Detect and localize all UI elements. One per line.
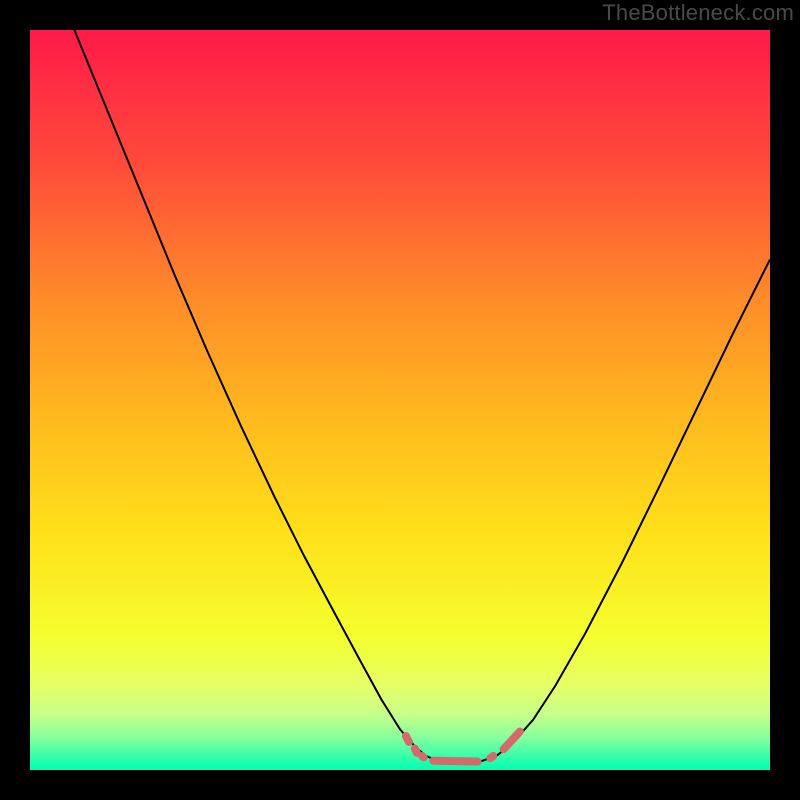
chart-stage: TheBottleneck.com xyxy=(0,0,800,800)
highlight-mark xyxy=(422,756,423,757)
highlight-mark xyxy=(490,756,493,758)
highlight-mark xyxy=(415,749,417,753)
gradient-background xyxy=(30,30,770,770)
bottleneck-curve-chart xyxy=(0,0,800,800)
highlight-mark xyxy=(406,736,409,742)
highlight-mark xyxy=(433,761,477,762)
